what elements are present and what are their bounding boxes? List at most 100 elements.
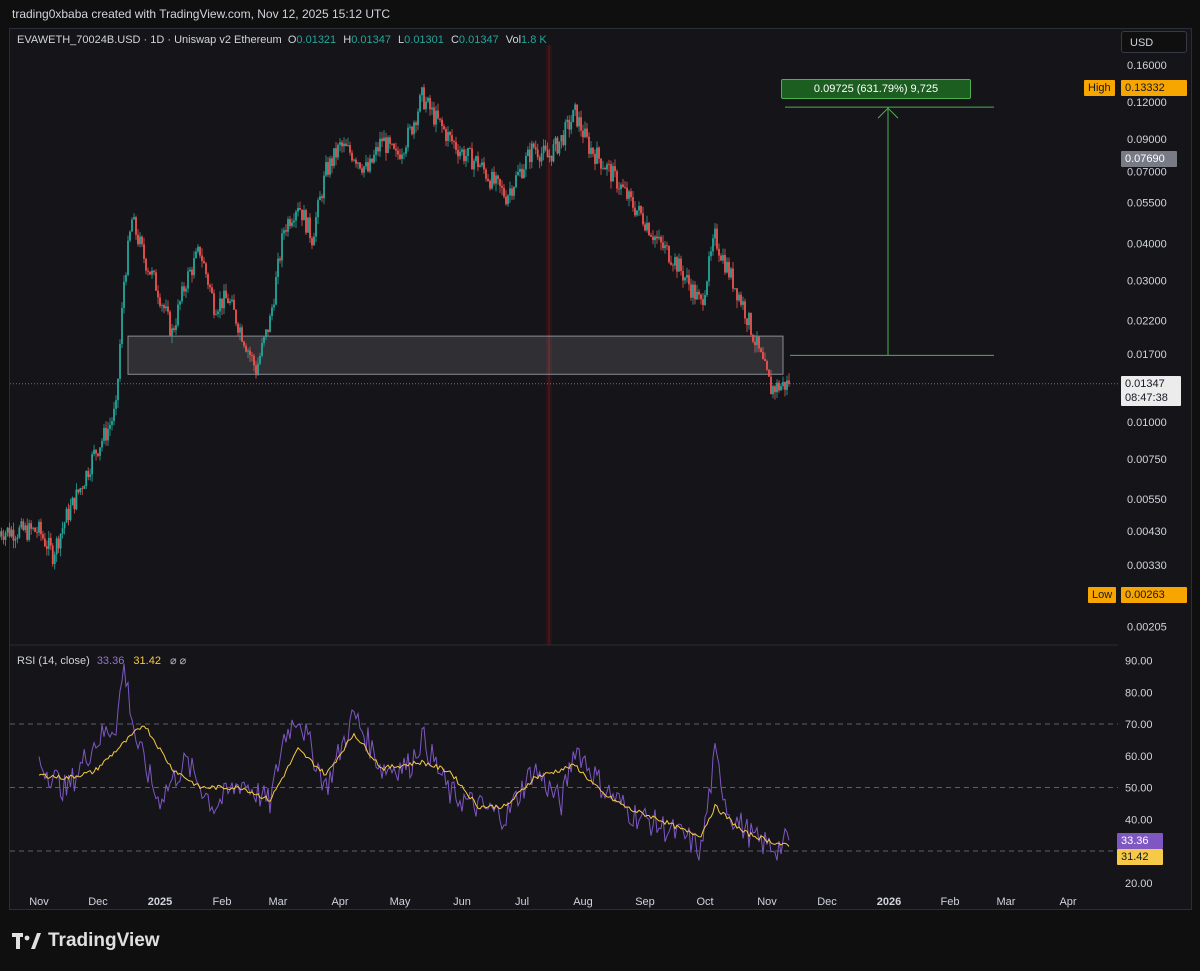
candle-body	[301, 209, 303, 221]
candle-body	[381, 138, 383, 142]
candle-body	[291, 222, 293, 226]
candle-body	[608, 164, 610, 165]
candle-body	[99, 447, 101, 456]
candle-body	[319, 196, 321, 201]
candle-body	[530, 143, 533, 163]
low-label: L	[398, 34, 405, 46]
candle-body	[656, 236, 658, 239]
candle-body	[479, 165, 481, 167]
candle-body	[129, 231, 131, 241]
candle-body	[770, 376, 772, 395]
candle-body	[169, 311, 171, 336]
price-axis-label: 0.00430	[1127, 526, 1167, 538]
candle-body	[700, 294, 702, 300]
candle-body	[343, 143, 345, 147]
candle-body	[459, 151, 461, 157]
candle-body	[552, 144, 555, 162]
candle-body	[249, 350, 251, 355]
candle-body	[604, 167, 606, 170]
candle-body	[89, 474, 92, 477]
candle-body	[728, 261, 730, 278]
candle-body	[650, 235, 652, 237]
candle-body	[20, 521, 23, 528]
candle-body	[477, 156, 479, 167]
candle-body	[606, 164, 608, 170]
candle-body	[389, 137, 391, 144]
candle-body	[173, 328, 175, 331]
candle-body	[485, 169, 487, 179]
time-axis-label: May	[390, 896, 411, 908]
candle-body	[257, 363, 259, 376]
candle-body	[34, 527, 36, 532]
candle-body	[578, 117, 580, 127]
candle-body	[732, 268, 734, 289]
rsi-axis-label: 40.00	[1125, 814, 1153, 826]
candle-body	[590, 147, 592, 154]
candle-body	[345, 143, 347, 146]
candle-body	[762, 352, 764, 359]
candle-body	[83, 486, 86, 489]
symbol-label[interactable]: EVAWETH_70024B.USD · 1D · Uniswap v2 Eth…	[17, 34, 282, 46]
candle-body	[788, 380, 790, 384]
candle-body	[744, 301, 746, 319]
candle-body	[786, 380, 788, 390]
candle-body	[325, 162, 327, 176]
time-axis-label: Dec	[88, 896, 108, 908]
candle-body	[16, 537, 19, 539]
time-axis-label: Oct	[696, 896, 713, 908]
rsi-name[interactable]: RSI (14, close)	[17, 655, 90, 667]
candle-body	[97, 453, 99, 456]
candle-body	[73, 497, 76, 510]
candle-body	[628, 191, 630, 199]
candle-body	[267, 329, 269, 333]
candle-body	[582, 130, 584, 138]
candle-body	[515, 175, 517, 188]
candle-body	[778, 382, 780, 391]
candle-body	[491, 171, 493, 189]
candle-body	[215, 314, 217, 315]
candle-body	[10, 529, 13, 537]
candle-body	[489, 180, 491, 189]
candle-body	[527, 149, 529, 156]
candle-body	[439, 118, 441, 120]
candle-body	[95, 449, 97, 454]
candle-body	[141, 236, 143, 245]
candle-body	[469, 148, 471, 149]
candle-body	[724, 255, 726, 273]
rsi-value: 33.36	[96, 655, 125, 667]
candle-body	[463, 149, 465, 162]
candle-body	[217, 311, 219, 315]
candle-body	[387, 137, 389, 153]
candle-body	[205, 263, 207, 275]
candle-body	[81, 488, 84, 490]
candle-body	[165, 306, 167, 309]
high-label: H	[343, 34, 352, 46]
currency-button[interactable]: USD	[1121, 31, 1187, 53]
candle-body	[299, 207, 301, 210]
candle-body	[333, 148, 335, 166]
candle-body	[163, 305, 165, 309]
candle-body	[201, 255, 203, 262]
tradingview-brand[interactable]: TradingView	[12, 930, 160, 952]
price-range-measure-label[interactable]: 0.09725 (631.79%) 9,725	[781, 79, 971, 99]
candle-body	[237, 323, 239, 333]
low-tag-value: 0.00263	[1121, 587, 1187, 603]
chart-panel[interactable]	[9, 28, 1192, 910]
candle-body	[427, 97, 429, 102]
candle-body	[756, 336, 758, 346]
candle-body	[329, 158, 331, 175]
candle-body	[586, 128, 588, 137]
candle-body	[614, 166, 616, 172]
candle-body	[455, 142, 457, 150]
candle-body	[307, 217, 309, 233]
candle-body	[18, 527, 21, 538]
candle-body	[315, 217, 317, 237]
candle-body	[425, 101, 427, 110]
candle-body	[177, 304, 179, 326]
candle-body	[660, 236, 662, 243]
candle-body	[536, 149, 539, 158]
candle-body	[123, 281, 125, 308]
price-axis-label: 0.00750	[1127, 454, 1167, 466]
candle-body	[191, 269, 193, 276]
